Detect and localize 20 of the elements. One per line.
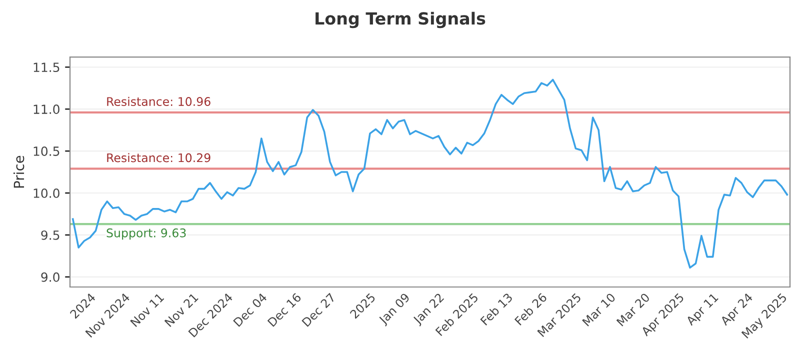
x-tick-label: Feb 13 xyxy=(480,292,513,326)
x-tick-label: Dec 04 xyxy=(232,292,268,327)
line-series xyxy=(72,78,788,269)
y-tick-label: 9.5 xyxy=(41,230,60,240)
x-tick-label: Nov 11 xyxy=(130,292,164,328)
x-tick-label: Dec 16 xyxy=(267,292,302,327)
x-tick-label: Apr 11 xyxy=(685,292,720,328)
y-tick-label: 10.5 xyxy=(34,146,60,156)
ref-line-label: Support: 9.63 xyxy=(106,228,186,240)
y-tick-label: 9.0 xyxy=(41,272,60,282)
y-tick-label: 11.5 xyxy=(34,62,60,72)
x-tick-label: Mar 10 xyxy=(582,292,616,327)
y-axis-title: Price xyxy=(13,156,24,188)
x-tick-label: Dec 27 xyxy=(302,292,336,327)
x-tick-label: Jan 09 xyxy=(378,292,412,326)
chart-title: Long Term Signals xyxy=(316,12,486,28)
y-tick-label: 10.0 xyxy=(34,188,60,198)
y-tick-label: 11.0 xyxy=(34,104,60,114)
ref-line-label: Resistance: 10.96 xyxy=(107,96,210,106)
ref-line-label: Resistance: 10.29 xyxy=(107,153,210,162)
